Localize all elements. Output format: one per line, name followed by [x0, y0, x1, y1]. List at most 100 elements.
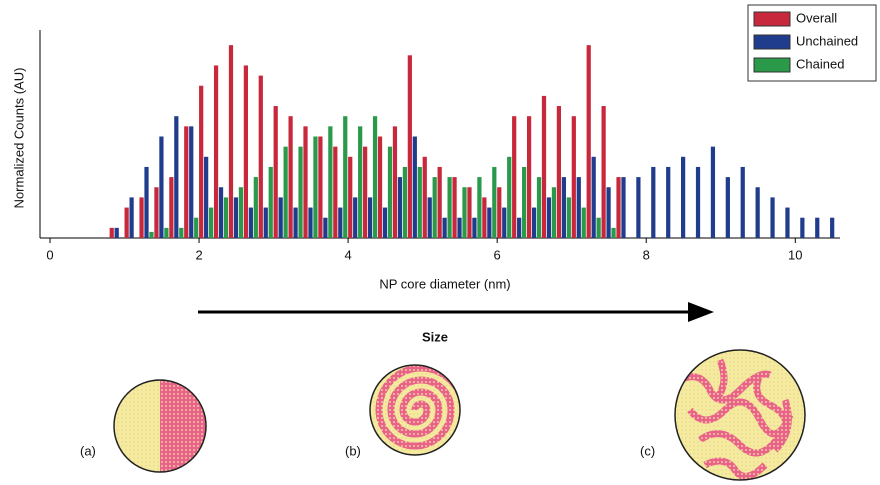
bar: [124, 207, 129, 238]
bar: [318, 136, 323, 238]
bar: [502, 207, 507, 238]
bar: [283, 146, 288, 238]
bar: [581, 207, 586, 238]
bar: [541, 95, 547, 239]
x-tick-label: 6: [494, 247, 501, 262]
legend-swatch: [753, 34, 791, 50]
legend-label: Chained: [796, 56, 844, 71]
bar: [109, 227, 114, 238]
bar: [149, 231, 154, 238]
bar: [358, 126, 363, 238]
size-arrow: [198, 302, 714, 322]
bar: [522, 166, 527, 238]
panel-c-sphere: [674, 349, 806, 481]
bar: [184, 126, 189, 238]
bar: [248, 207, 253, 238]
bar: [392, 126, 398, 238]
panel-a-sphere: [113, 379, 207, 473]
bar: [536, 177, 542, 238]
bar: [363, 146, 368, 238]
bar: [422, 156, 427, 238]
bar: [666, 166, 671, 238]
bar: [800, 217, 805, 238]
bar: [169, 177, 174, 238]
bar: [526, 116, 532, 238]
bar: [308, 207, 313, 238]
bar: [194, 217, 199, 238]
bar: [740, 166, 745, 238]
bar: [636, 177, 641, 238]
bar: [695, 166, 701, 238]
x-axis-label: NP core diameter (nm): [379, 276, 510, 291]
bar: [651, 166, 656, 238]
bar: [204, 156, 209, 238]
bar: [313, 136, 318, 238]
bar: [442, 217, 447, 238]
bar: [288, 116, 293, 238]
bar: [487, 207, 492, 238]
legend-label: Overall: [796, 10, 837, 25]
bar: [427, 197, 432, 238]
bar: [611, 227, 616, 238]
bar: [189, 126, 194, 238]
bar: [397, 177, 403, 238]
x-tick-label: 4: [344, 247, 351, 262]
bar: [596, 217, 601, 238]
bar: [303, 126, 308, 238]
bar: [477, 177, 482, 238]
bar: [273, 106, 278, 238]
bar: [377, 136, 383, 238]
bar: [253, 177, 258, 238]
legend-label: Unchained: [796, 33, 858, 48]
bar: [343, 116, 348, 238]
bar: [372, 116, 378, 238]
bar: [437, 166, 442, 238]
bar: [258, 75, 263, 238]
bar: [114, 227, 119, 238]
bar: [298, 146, 303, 238]
bar: [606, 187, 611, 238]
bar: [770, 197, 775, 238]
bar: [179, 227, 184, 238]
panel-label: (c): [640, 443, 655, 458]
bar: [497, 187, 502, 238]
bar: [601, 106, 606, 238]
bar: [432, 177, 437, 238]
bar: [159, 136, 164, 238]
bar: [199, 85, 204, 238]
bar: [681, 156, 686, 238]
bar: [492, 166, 497, 238]
bar: [586, 45, 591, 239]
bar: [387, 146, 393, 238]
bar: [417, 166, 422, 238]
x-tick-label: 10: [788, 247, 802, 262]
bar: [517, 217, 522, 238]
legend-swatch: [753, 57, 791, 73]
bar: [830, 217, 835, 238]
x-tick-label: 2: [195, 247, 202, 262]
bar: [208, 207, 214, 238]
bar: [268, 166, 273, 238]
bar: [233, 197, 239, 238]
bar: [452, 177, 457, 238]
bar: [785, 207, 790, 238]
bar: [507, 156, 512, 238]
bar: [462, 187, 467, 238]
bar: [144, 166, 149, 238]
bar: [174, 116, 179, 238]
bar: [278, 197, 283, 238]
bar: [725, 177, 730, 238]
bar: [293, 207, 298, 238]
bar: [412, 136, 417, 238]
bar: [243, 65, 248, 238]
bar: [531, 207, 537, 238]
bar: [353, 197, 358, 238]
bar: [328, 126, 333, 238]
bar: [482, 197, 487, 238]
bar: [129, 197, 134, 238]
bar: [616, 177, 621, 238]
bar: [447, 177, 452, 238]
bar: [566, 197, 571, 238]
bar: [407, 55, 412, 238]
